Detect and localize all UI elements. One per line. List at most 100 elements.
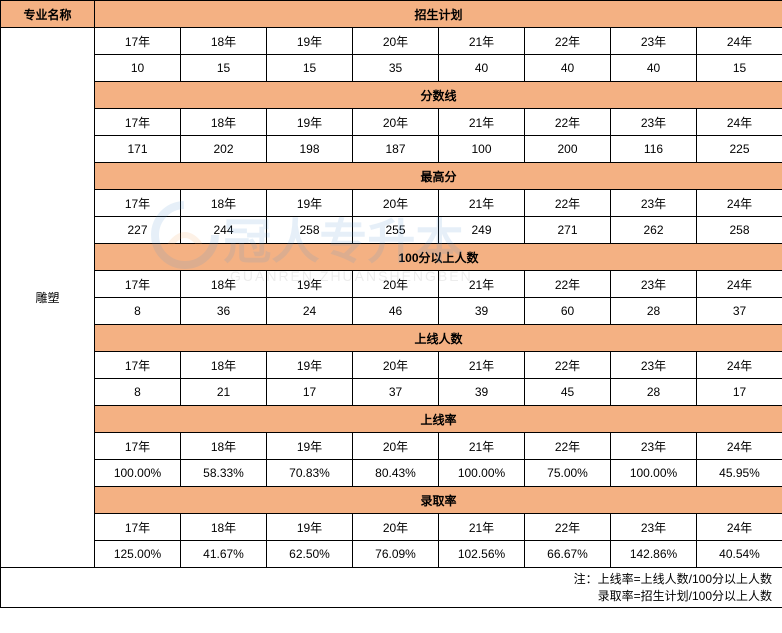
data-cell: 28: [611, 298, 697, 325]
data-cell: 40: [439, 55, 525, 82]
year-cell: 17年: [95, 109, 181, 136]
section-title-3: 100分以上人数: [95, 244, 782, 271]
year-cell: 19年: [267, 352, 353, 379]
year-cell: 17年: [95, 514, 181, 541]
year-cell: 19年: [267, 190, 353, 217]
year-cell: 19年: [267, 514, 353, 541]
year-cell: 22年: [525, 433, 611, 460]
data-cell: 15: [697, 55, 782, 82]
footnote-line1: 注：上线率=上线人数/100分以上人数: [574, 572, 772, 586]
data-cell: 36: [181, 298, 267, 325]
data-cell: 125.00%: [95, 541, 181, 568]
section-title-5: 上线率: [95, 406, 782, 433]
data-cell: 40.54%: [697, 541, 782, 568]
data-cell: 100: [439, 136, 525, 163]
data-cell: 8: [95, 298, 181, 325]
year-cell: 20年: [353, 514, 439, 541]
year-cell: 20年: [353, 109, 439, 136]
section-title-0: 招生计划: [95, 1, 782, 28]
section-title-6: 录取率: [95, 487, 782, 514]
year-cell: 20年: [353, 190, 439, 217]
year-cell: 21年: [439, 190, 525, 217]
data-cell: 28: [611, 379, 697, 406]
data-cell: 40: [611, 55, 697, 82]
data-cell: 262: [611, 217, 697, 244]
section-title-1: 分数线: [95, 82, 782, 109]
data-cell: 37: [697, 298, 782, 325]
data-cell: 75.00%: [525, 460, 611, 487]
section-title-2: 最高分: [95, 163, 782, 190]
data-cell: 100.00%: [611, 460, 697, 487]
data-cell: 227: [95, 217, 181, 244]
footnote: 注：上线率=上线人数/100分以上人数 录取率=招生计划/100分以上人数: [1, 568, 782, 608]
year-cell: 23年: [611, 109, 697, 136]
year-cell: 24年: [697, 271, 782, 298]
data-cell: 17: [697, 379, 782, 406]
data-cell: 200: [525, 136, 611, 163]
year-cell: 22年: [525, 28, 611, 55]
year-cell: 21年: [439, 514, 525, 541]
data-cell: 198: [267, 136, 353, 163]
year-cell: 20年: [353, 352, 439, 379]
year-cell: 17年: [95, 271, 181, 298]
data-cell: 21: [181, 379, 267, 406]
year-cell: 19年: [267, 271, 353, 298]
data-cell: 41.67%: [181, 541, 267, 568]
data-cell: 46: [353, 298, 439, 325]
year-cell: 20年: [353, 271, 439, 298]
year-cell: 24年: [697, 28, 782, 55]
year-cell: 17年: [95, 28, 181, 55]
data-cell: 37: [353, 379, 439, 406]
data-cell: 24: [267, 298, 353, 325]
data-cell: 66.67%: [525, 541, 611, 568]
section-title-4: 上线人数: [95, 325, 782, 352]
data-cell: 80.43%: [353, 460, 439, 487]
data-cell: 244: [181, 217, 267, 244]
data-cell: 39: [439, 298, 525, 325]
data-cell: 171: [95, 136, 181, 163]
data-cell: 255: [353, 217, 439, 244]
year-cell: 19年: [267, 433, 353, 460]
year-cell: 24年: [697, 514, 782, 541]
data-cell: 116: [611, 136, 697, 163]
data-cell: 100.00%: [439, 460, 525, 487]
year-cell: 24年: [697, 352, 782, 379]
data-cell: 60: [525, 298, 611, 325]
year-cell: 21年: [439, 271, 525, 298]
data-cell: 8: [95, 379, 181, 406]
data-cell: 249: [439, 217, 525, 244]
year-cell: 23年: [611, 352, 697, 379]
year-cell: 17年: [95, 433, 181, 460]
year-cell: 23年: [611, 190, 697, 217]
year-cell: 19年: [267, 28, 353, 55]
year-cell: 18年: [181, 190, 267, 217]
data-cell: 39: [439, 379, 525, 406]
year-cell: 21年: [439, 433, 525, 460]
year-cell: 18年: [181, 28, 267, 55]
data-cell: 225: [697, 136, 782, 163]
data-cell: 70.83%: [267, 460, 353, 487]
data-cell: 62.50%: [267, 541, 353, 568]
year-cell: 23年: [611, 271, 697, 298]
data-cell: 202: [181, 136, 267, 163]
data-table: 专业名称 招生计划 雕塑 17年 18年 19年 20年 21年 22年 23年…: [0, 0, 782, 608]
data-cell: 45: [525, 379, 611, 406]
year-cell: 24年: [697, 190, 782, 217]
data-cell: 17: [267, 379, 353, 406]
year-cell: 18年: [181, 514, 267, 541]
year-cell: 23年: [611, 514, 697, 541]
year-cell: 22年: [525, 514, 611, 541]
data-cell: 258: [697, 217, 782, 244]
major-name-header: 专业名称: [1, 1, 95, 28]
year-cell: 22年: [525, 190, 611, 217]
year-cell: 22年: [525, 109, 611, 136]
year-cell: 17年: [95, 190, 181, 217]
year-cell: 23年: [611, 28, 697, 55]
year-cell: 20年: [353, 28, 439, 55]
year-cell: 22年: [525, 271, 611, 298]
year-cell: 18年: [181, 433, 267, 460]
data-cell: 100.00%: [95, 460, 181, 487]
year-cell: 18年: [181, 109, 267, 136]
year-cell: 20年: [353, 433, 439, 460]
data-cell: 15: [181, 55, 267, 82]
